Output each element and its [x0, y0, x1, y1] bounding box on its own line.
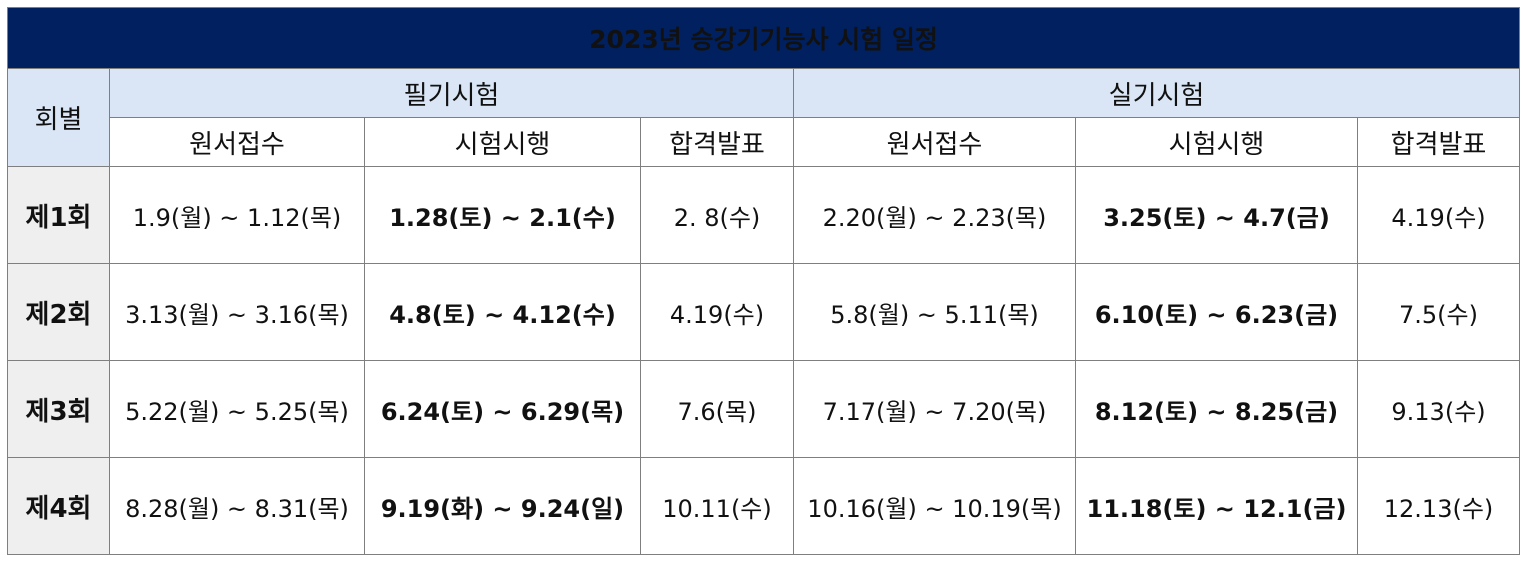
- written-exam-date-header: 시험시행: [364, 117, 641, 167]
- written-result-header: 합격발표: [640, 117, 794, 167]
- practical-exam-cell: 6.10(토) ~ 6.23(금): [1075, 263, 1358, 361]
- practical-application-cell: 5.8(월) ~ 5.11(목): [793, 263, 1076, 361]
- practical-result-cell: 9.13(수): [1356, 360, 1521, 458]
- round-header: 회별: [7, 68, 110, 167]
- written-exam-cell: 1.28(토) ~ 2.1(수): [364, 166, 641, 264]
- practical-application-cell: 2.20(월) ~ 2.23(목): [793, 166, 1076, 264]
- round-label: 제3회: [7, 360, 110, 458]
- table-row: 제3회 5.22(월) ~ 5.25(목) 6.24(토) ~ 6.29(목) …: [7, 360, 1521, 458]
- written-application-header: 원서접수: [109, 117, 365, 167]
- practical-exam-cell: 8.12(토) ~ 8.25(금): [1075, 360, 1358, 458]
- written-application-cell: 3.13(월) ~ 3.16(목): [109, 263, 365, 361]
- practical-result-header: 합격발표: [1356, 117, 1521, 167]
- practical-exam-cell: 11.18(토) ~ 12.1(금): [1075, 457, 1358, 555]
- written-application-cell: 5.22(월) ~ 5.25(목): [109, 360, 365, 458]
- practical-application-cell: 7.17(월) ~ 7.20(목): [793, 360, 1076, 458]
- table-title: 2023년 승강기기능사 시험 일정: [6, 7, 1521, 69]
- written-result-cell: 4.19(수): [640, 263, 794, 361]
- written-exam-cell: 9.19(화) ~ 9.24(일): [364, 457, 641, 555]
- practical-application-cell: 10.16(월) ~ 10.19(목): [793, 457, 1076, 555]
- round-label: 제2회: [7, 263, 110, 361]
- written-exam-cell: 6.24(토) ~ 6.29(목): [364, 360, 641, 458]
- practical-exam-header: 실기시험: [792, 68, 1521, 118]
- written-result-cell: 7.6(목): [640, 360, 794, 458]
- practical-application-header: 원서접수: [793, 117, 1076, 167]
- practical-result-cell: 7.5(수): [1356, 263, 1521, 361]
- round-label: 제4회: [7, 457, 110, 555]
- written-exam-cell: 4.8(토) ~ 4.12(수): [364, 263, 641, 361]
- sub-header-row: 원서접수 시험시행 합격발표 원서접수 시험시행 합격발표: [8, 117, 1521, 167]
- practical-result-cell: 12.13(수): [1356, 457, 1521, 555]
- practical-result-cell: 4.19(수): [1356, 166, 1521, 264]
- table-row: 제2회 3.13(월) ~ 3.16(목) 4.8(토) ~ 4.12(수) 4…: [7, 263, 1521, 361]
- title-row: 2023년 승강기기능사 시험 일정: [6, 7, 1521, 69]
- round-label: 제1회: [7, 166, 110, 264]
- written-result-cell: 2. 8(수): [640, 166, 794, 264]
- practical-exam-cell: 3.25(토) ~ 4.7(금): [1075, 166, 1358, 264]
- exam-schedule-table: 2023년 승강기기능사 시험 일정 회별 필기시험 실기시험 원서접수 시험시…: [6, 7, 1521, 555]
- written-application-cell: 8.28(월) ~ 8.31(목): [109, 457, 365, 555]
- written-exam-header: 필기시험: [109, 68, 794, 118]
- group-header-row: 회별 필기시험 실기시험: [7, 68, 1521, 167]
- written-result-cell: 10.11(수): [640, 457, 794, 555]
- practical-exam-date-header: 시험시행: [1075, 117, 1358, 167]
- table-row: 제1회 1.9(월) ~ 1.12(목) 1.28(토) ~ 2.1(수) 2.…: [7, 166, 1521, 264]
- written-application-cell: 1.9(월) ~ 1.12(목): [109, 166, 365, 264]
- table-row: 제4회 8.28(월) ~ 8.31(목) 9.19(화) ~ 9.24(일) …: [7, 457, 1521, 555]
